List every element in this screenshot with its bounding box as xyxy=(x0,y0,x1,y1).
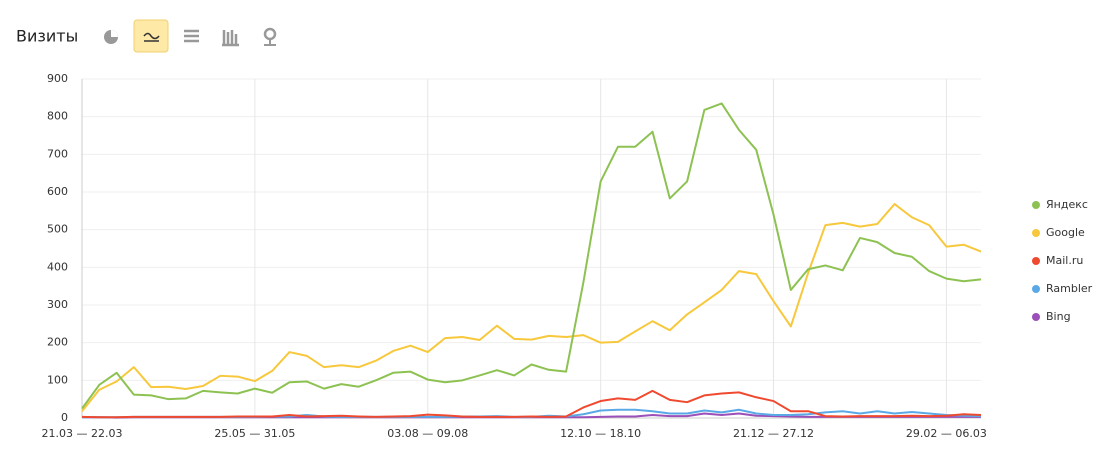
icon-map[interactable] xyxy=(263,27,277,46)
page-title: Визиты xyxy=(16,27,78,46)
legend-label: Mail.ru xyxy=(1046,254,1083,267)
y-tick-label: 100 xyxy=(47,373,68,386)
legend-label: Google xyxy=(1046,226,1085,239)
legend-label: Rambler xyxy=(1046,282,1093,295)
x-tick-label: 29.02 — 06.03 xyxy=(906,427,987,440)
y-tick-label: 500 xyxy=(47,223,68,236)
legend-label: Bing xyxy=(1046,310,1071,323)
x-tick-label: 21.12 — 27.12 xyxy=(733,427,814,440)
legend-label: Яндекс xyxy=(1046,198,1088,211)
icon-pie[interactable] xyxy=(104,30,118,44)
icon-bars[interactable] xyxy=(222,30,239,47)
y-tick-label: 700 xyxy=(47,147,68,160)
icon-area[interactable] xyxy=(184,29,199,43)
y-tick-label: 800 xyxy=(47,110,68,123)
x-tick-label: 03.08 — 09.08 xyxy=(387,427,468,440)
y-tick-label: 300 xyxy=(47,298,68,311)
series-line xyxy=(81,203,982,412)
legend-marker xyxy=(1032,285,1040,293)
y-tick-label: 600 xyxy=(47,185,68,198)
legend-marker xyxy=(1032,257,1040,265)
y-tick-label: 400 xyxy=(47,260,68,273)
icon-line xyxy=(143,32,160,42)
series-line xyxy=(81,102,982,410)
y-tick-label: 0 xyxy=(61,411,68,424)
x-tick-label: 12.10 — 18.10 xyxy=(560,427,641,440)
chart-type-icons xyxy=(104,19,277,53)
legend-marker xyxy=(1032,201,1040,209)
x-tick-label: 25.05 — 31.05 xyxy=(214,427,295,440)
legend-marker xyxy=(1032,229,1040,237)
x-tick-label: 21.03 — 22.03 xyxy=(42,427,123,440)
series-line xyxy=(81,389,982,419)
y-tick-label: 900 xyxy=(47,72,68,85)
legend-marker xyxy=(1032,313,1040,321)
y-tick-label: 200 xyxy=(47,336,68,349)
